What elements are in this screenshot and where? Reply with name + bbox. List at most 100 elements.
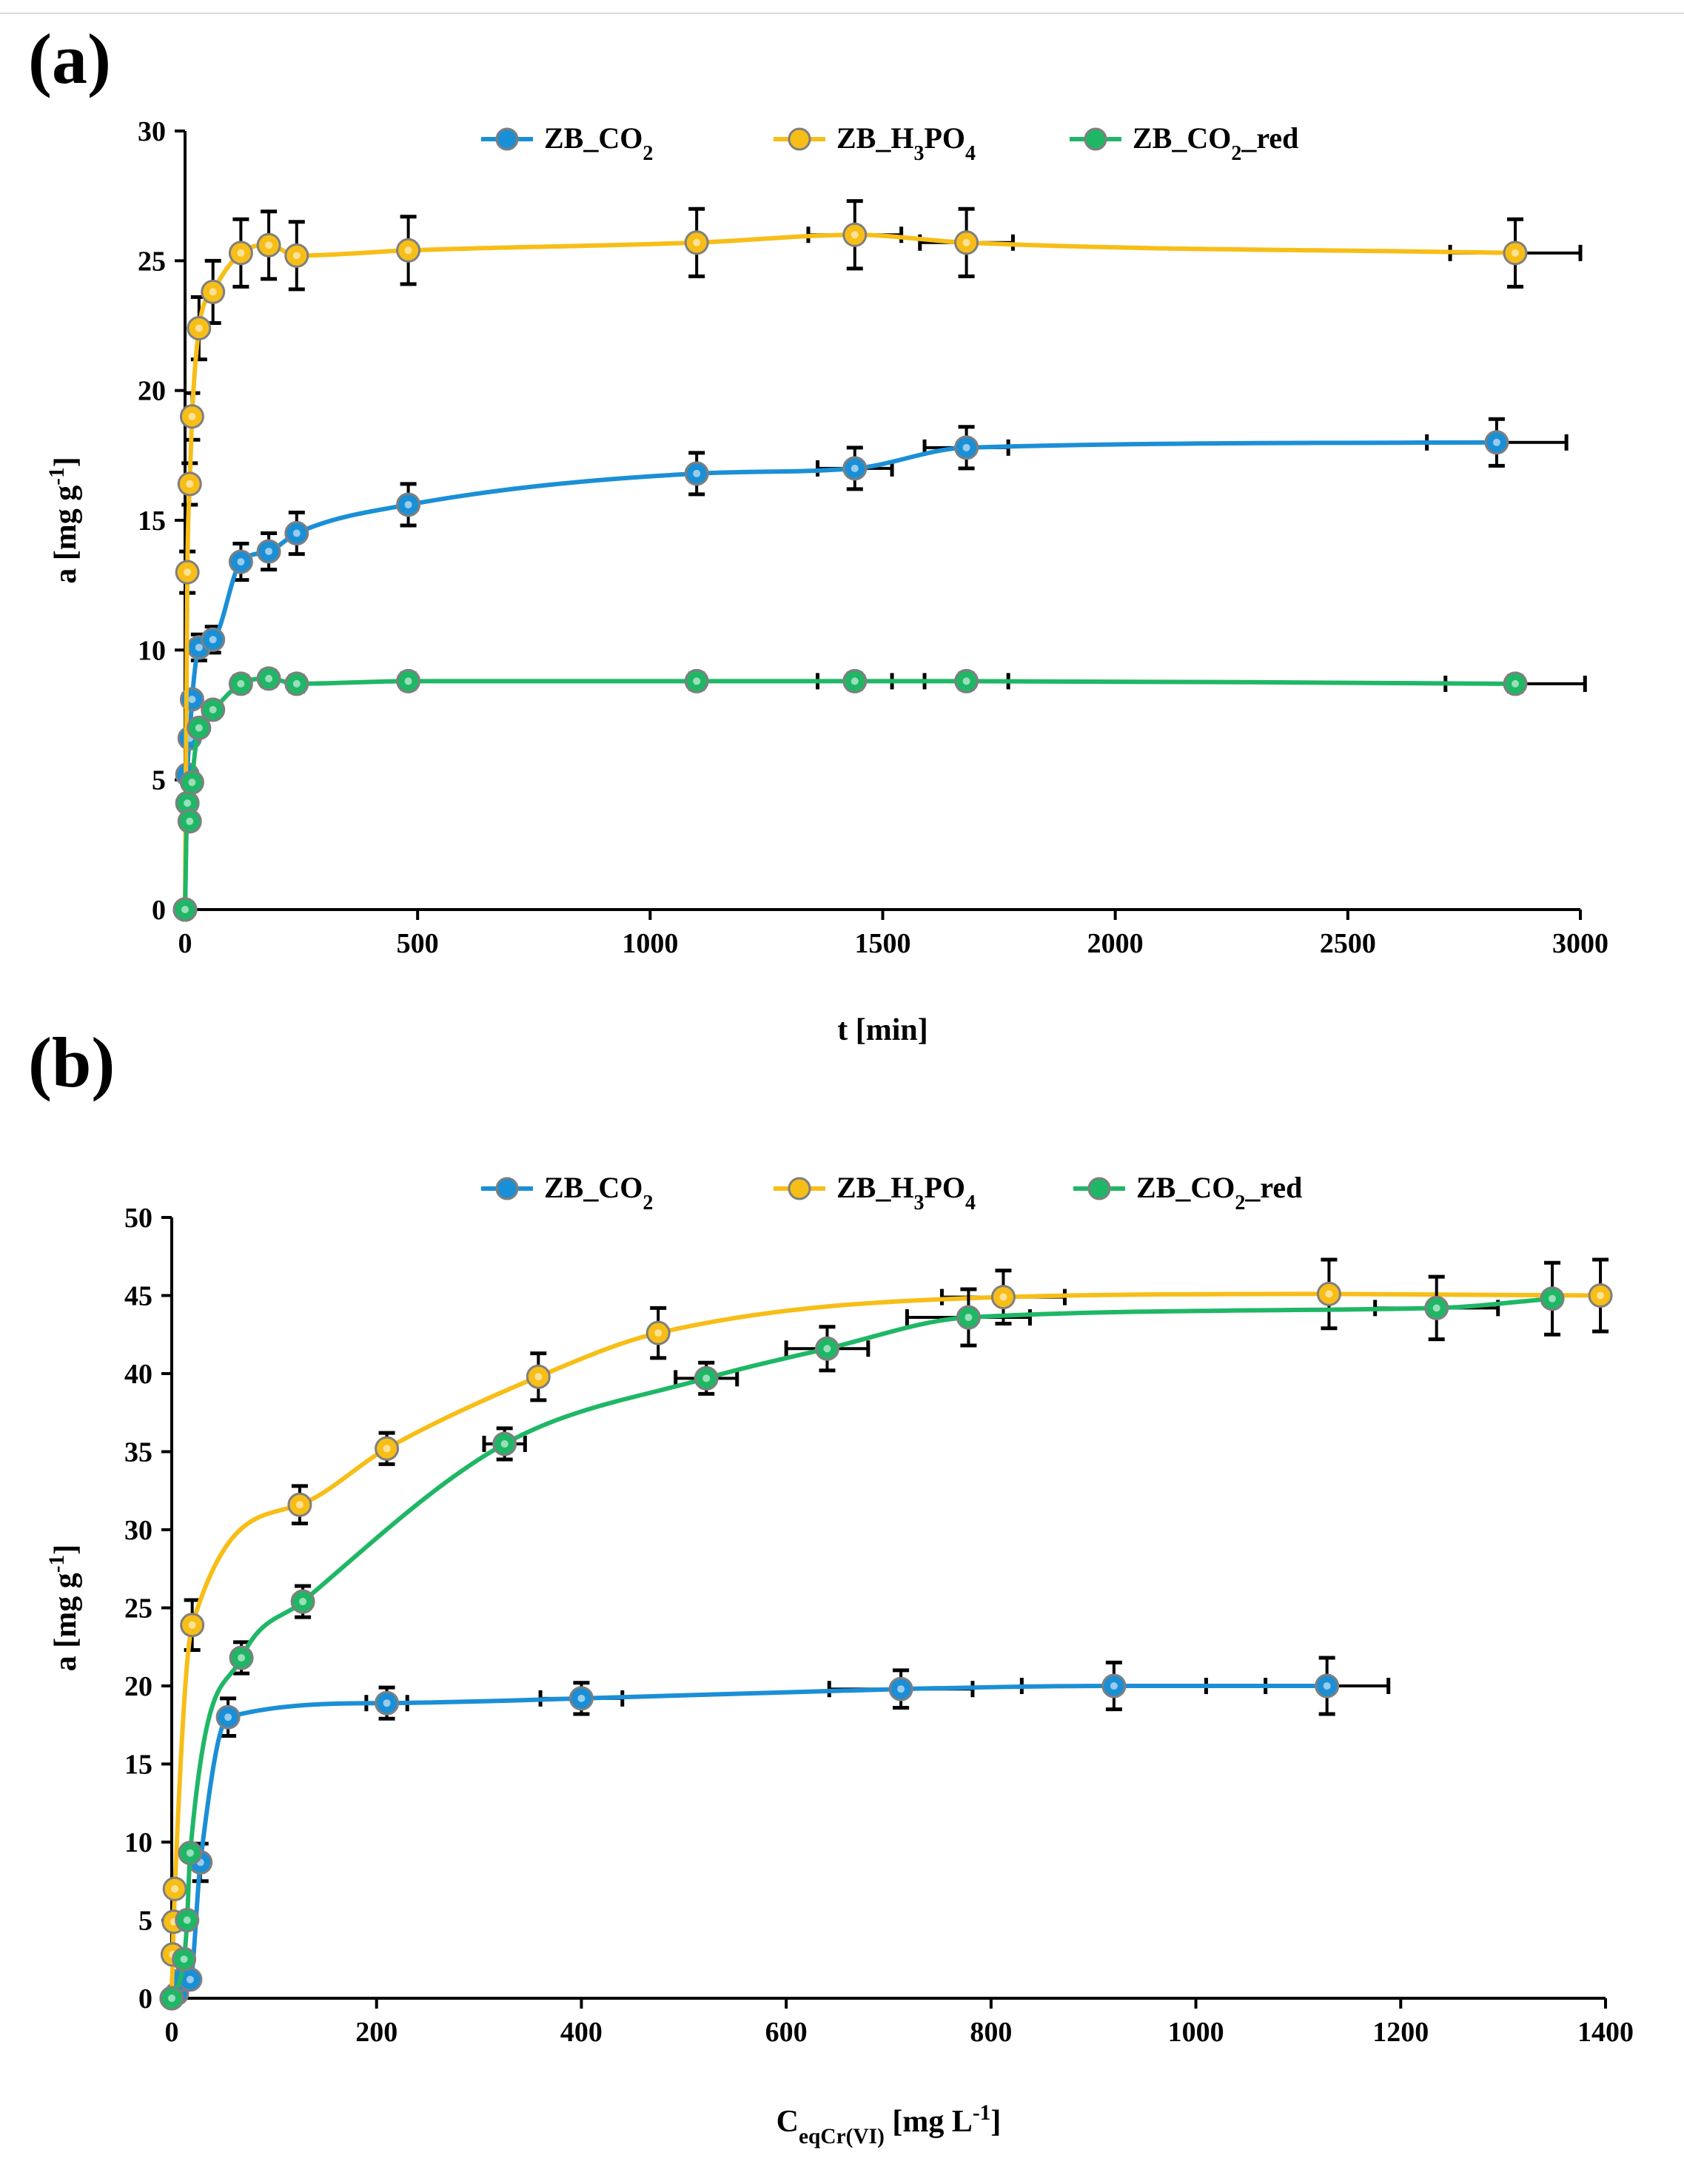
data-point-highlight (577, 1694, 586, 1702)
data-point-highlight (265, 241, 273, 249)
data-point-highlight (168, 1995, 175, 2002)
data-point-highlight (238, 1654, 246, 1662)
data-point-highlight (404, 500, 412, 508)
data-point-highlight (171, 1885, 179, 1893)
y-tick-label: 10 (138, 635, 166, 666)
x-tick-label: 400 (560, 2017, 603, 2048)
legend-marker (495, 1177, 519, 1200)
data-point-highlight (188, 695, 196, 703)
x-tick-label: 0 (165, 2017, 179, 2048)
data-point-highlight (404, 677, 412, 685)
legend-label: ZB_CO2_red (1136, 1171, 1302, 1214)
data-point-highlight (195, 643, 203, 651)
data-point-highlight (1323, 1682, 1331, 1690)
data-point-highlight (383, 1699, 391, 1707)
data-point-highlight (292, 679, 301, 688)
data-point-highlight (209, 636, 217, 644)
series-ZB_CO2 (172, 417, 1569, 922)
data-point-highlight (1597, 1291, 1605, 1300)
data-point-highlight (180, 1955, 188, 1963)
legend-marker (1087, 1177, 1111, 1200)
y-axis-label: a [mg g-1] (45, 1545, 83, 1671)
data-point-highlight (962, 238, 970, 246)
series-line (183, 440, 1497, 910)
series-ZB_CO2_red (159, 1260, 1565, 2011)
series-line (183, 232, 1516, 910)
data-point-highlight (383, 1445, 391, 1453)
series-line (170, 1683, 1327, 2000)
legend-label: ZB_CO2 (544, 121, 653, 165)
data-point-highlight (224, 1713, 232, 1721)
legend-item: ZB_CO2_red (1070, 121, 1298, 165)
data-point-highlight (962, 443, 970, 451)
y-tick-label: 20 (138, 376, 166, 407)
y-tick-label: 45 (124, 1281, 152, 1312)
data-point-highlight (851, 231, 859, 239)
series-ZB_H3PO4 (172, 199, 1583, 922)
data-point-highlight (292, 252, 301, 260)
data-point-highlight (209, 288, 217, 296)
x-tick-label: 1400 (1577, 2017, 1634, 2048)
legend-item: ZB_H3PO4 (774, 121, 976, 165)
data-point-highlight (1512, 679, 1520, 688)
legend-marker (788, 1177, 811, 1200)
x-tick-label: 500 (397, 928, 439, 959)
legend-marker (495, 127, 519, 151)
y-tick-label: 30 (124, 1515, 152, 1546)
data-point-highlight (693, 469, 701, 477)
y-tick-label: 25 (138, 246, 166, 277)
panel-label: (b) (28, 1023, 115, 1102)
x-tick-label: 2000 (1087, 928, 1144, 959)
data-point-highlight (188, 412, 196, 420)
data-point-highlight (897, 1685, 905, 1693)
data-point-highlight (654, 1329, 662, 1337)
y-tick-label: 20 (124, 1671, 152, 1702)
legend-marker (1084, 127, 1107, 151)
chart-panel-a: (a) 0 5 10 15 20 25 30 0 500 1000 1500 2000 2500 3000 t… (28, 19, 1608, 1047)
data-point-highlight (823, 1345, 831, 1353)
data-point-highlight (1512, 249, 1520, 257)
data-point-highlight (534, 1373, 543, 1381)
series-line (170, 1291, 1601, 1999)
data-point-highlight (184, 568, 192, 577)
data-point-highlight (292, 529, 301, 537)
data-point-highlight (404, 246, 412, 255)
x-tick-label: 2500 (1320, 928, 1376, 959)
y-tick-label: 15 (138, 505, 166, 537)
data-point-highlight (1492, 438, 1500, 446)
legend-item: ZB_CO2 (481, 121, 653, 165)
data-point-highlight (1325, 1290, 1333, 1298)
y-tick-label: 10 (124, 1827, 152, 1858)
y-tick-label: 50 (124, 1203, 152, 1234)
data-point-highlight (1432, 1304, 1440, 1312)
legend-label: ZB_H3PO4 (836, 121, 976, 165)
data-point-highlight (181, 906, 189, 913)
data-point-highlight (693, 677, 701, 685)
panel-label: (a) (28, 19, 111, 98)
legend-label: ZB_H3PO4 (836, 1171, 976, 1214)
series-ZB_CO2 (159, 1656, 1391, 2011)
y-tick-label: 30 (138, 116, 166, 147)
y-tick-label: 0 (138, 1983, 152, 2015)
data-point-highlight (962, 677, 970, 685)
data-point-highlight (186, 817, 194, 825)
data-point-highlight (299, 1598, 307, 1606)
data-point-highlight (693, 238, 701, 246)
legend-marker (788, 127, 811, 151)
data-point-highlight (183, 1916, 191, 1924)
chart-panel-b: (b) 0 5 10 15 20 25 30 35 40 45 50 0 200 400 600 800 1000… (28, 1023, 1634, 2148)
x-tick-label: 1500 (855, 928, 911, 959)
legend-label: ZB_CO2 (544, 1171, 653, 1214)
data-point-highlight (188, 1621, 196, 1629)
data-point-highlight (186, 1975, 194, 1983)
data-point-highlight (1110, 1682, 1118, 1690)
x-tick-label: 1000 (1168, 2017, 1224, 2048)
data-point-highlight (851, 677, 859, 685)
data-point-highlight (965, 1314, 973, 1322)
series-ZB_CO2_red (172, 666, 1587, 922)
legend-label: ZB_CO2_red (1133, 121, 1298, 165)
y-tick-label: 0 (152, 895, 166, 926)
data-point-highlight (237, 679, 245, 688)
y-tick-label: 40 (124, 1359, 152, 1390)
